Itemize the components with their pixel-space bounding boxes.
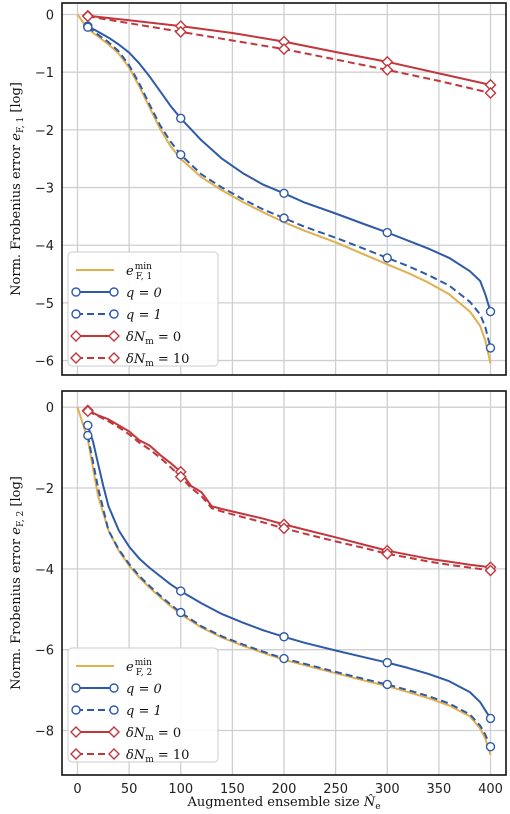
data-point [485, 343, 496, 353]
data-point [174, 470, 187, 483]
data-point [279, 632, 289, 642]
data-point [176, 113, 186, 124]
x-tick-label: 250 [323, 782, 348, 797]
data-point [381, 63, 394, 76]
legend-marker [70, 726, 82, 738]
legend-marker [109, 309, 119, 319]
data-point [81, 405, 94, 418]
legend-marker [108, 748, 120, 760]
legend-marker [70, 352, 82, 364]
series-line [87, 26, 492, 349]
data-point [176, 586, 186, 596]
y-tick-label: −8 [35, 725, 54, 740]
data-point [278, 43, 290, 56]
legend-marker [71, 705, 81, 715]
data-point [279, 188, 289, 199]
data-point [382, 679, 392, 690]
legend-label: δNm = 10 [126, 748, 189, 765]
data-point [381, 547, 394, 560]
data-point [176, 607, 186, 618]
series-line [87, 25, 492, 312]
x-tick-label: 200 [272, 782, 297, 797]
legend-box [67, 647, 219, 763]
x-tick-label: 100 [168, 782, 193, 797]
series-line [87, 410, 491, 572]
legend: emin F, 1 q = 0 q = 1 δNm = 0 δNm = 10 [67, 251, 219, 369]
legend-marker [70, 748, 82, 760]
legend-marker [109, 683, 119, 693]
legend-label: δNm = 0 [126, 726, 181, 743]
data-point [382, 253, 392, 263]
legend-label: q = 0 [126, 286, 162, 301]
y-tick-label: 0 [46, 401, 54, 416]
y-axis-label: Norm. Frobenius error eF, 1 [log] [9, 82, 26, 296]
data-point [485, 713, 496, 724]
series-line [87, 409, 491, 569]
data-point [279, 653, 289, 664]
legend-marker [109, 705, 119, 715]
data-point [484, 86, 497, 99]
data-point [278, 522, 290, 535]
y-tick-label: −4 [35, 563, 54, 578]
data-point [382, 657, 392, 668]
legend-label: emin F, 2 [126, 658, 152, 678]
legend-marker [71, 683, 81, 693]
x-tick-label: 150 [220, 782, 245, 797]
data-point [81, 10, 94, 23]
y-tick-label: 0 [46, 9, 54, 24]
y-axis-label: Norm. Frobenius error eF, 2 [log] [9, 476, 26, 690]
plot-frame [61, 390, 507, 776]
bottom-panel: 0 −2 −4 −6 −8 0 50 100 150 200 250 300 350 400 Norm. F… [9, 390, 507, 812]
legend-label: q = 1 [126, 704, 162, 719]
legend-marker [108, 330, 120, 342]
y-tick-label: −4 [35, 239, 54, 254]
legend-marker [108, 726, 120, 738]
top-panel: 0 −1 −2 −3 −4 −5 −6 Norm. Frobenius error eF, 1… [9, 2, 507, 376]
y-tick-label: −6 [35, 355, 54, 370]
legend-marker [108, 352, 120, 364]
legend-label: δNm = 0 [126, 330, 181, 347]
data-point [83, 430, 93, 441]
data-point [279, 213, 289, 223]
data-point [174, 25, 187, 38]
y-tick-label: −2 [35, 482, 54, 497]
data-point [382, 227, 392, 238]
x-tick-label: 0 [73, 782, 81, 797]
x-axis-label: Augmented ensemble size N̂e [186, 794, 380, 812]
y-tick-label: −2 [35, 124, 54, 139]
series-line [86, 425, 492, 719]
legend-marker [109, 287, 119, 297]
data-point [83, 420, 93, 431]
legend-label: emin F, 1 [126, 262, 152, 282]
legend: emin F, 2 q = 0 q = 1 δNm = 0 δNm = 10 [67, 647, 219, 765]
x-tick-label: 50 [121, 782, 138, 797]
data-point [485, 306, 496, 317]
series-line [86, 435, 492, 748]
data-point [484, 564, 497, 577]
data-point [176, 149, 186, 160]
x-tick-label: 400 [478, 782, 503, 797]
series-group [76, 406, 492, 756]
plot-frame [61, 2, 507, 376]
legend-label: q = 0 [126, 682, 162, 697]
legend-marker [70, 330, 82, 342]
y-tick-label: −5 [35, 297, 54, 312]
y-tick-label: −3 [35, 182, 54, 197]
legend-label: δNm = 10 [126, 352, 189, 369]
y-tick-label: −6 [35, 644, 54, 659]
x-tick-label: 350 [426, 782, 451, 797]
data-point [83, 22, 93, 32]
legend-marker [71, 309, 81, 319]
x-tick-label: 300 [375, 782, 400, 797]
data-point [485, 742, 496, 752]
y-tick-label: −1 [35, 66, 54, 81]
series-line [76, 13, 492, 364]
legend-box [67, 251, 219, 367]
legend-label: q = 1 [126, 308, 162, 323]
series-line [87, 15, 491, 94]
legend-marker [71, 287, 81, 297]
